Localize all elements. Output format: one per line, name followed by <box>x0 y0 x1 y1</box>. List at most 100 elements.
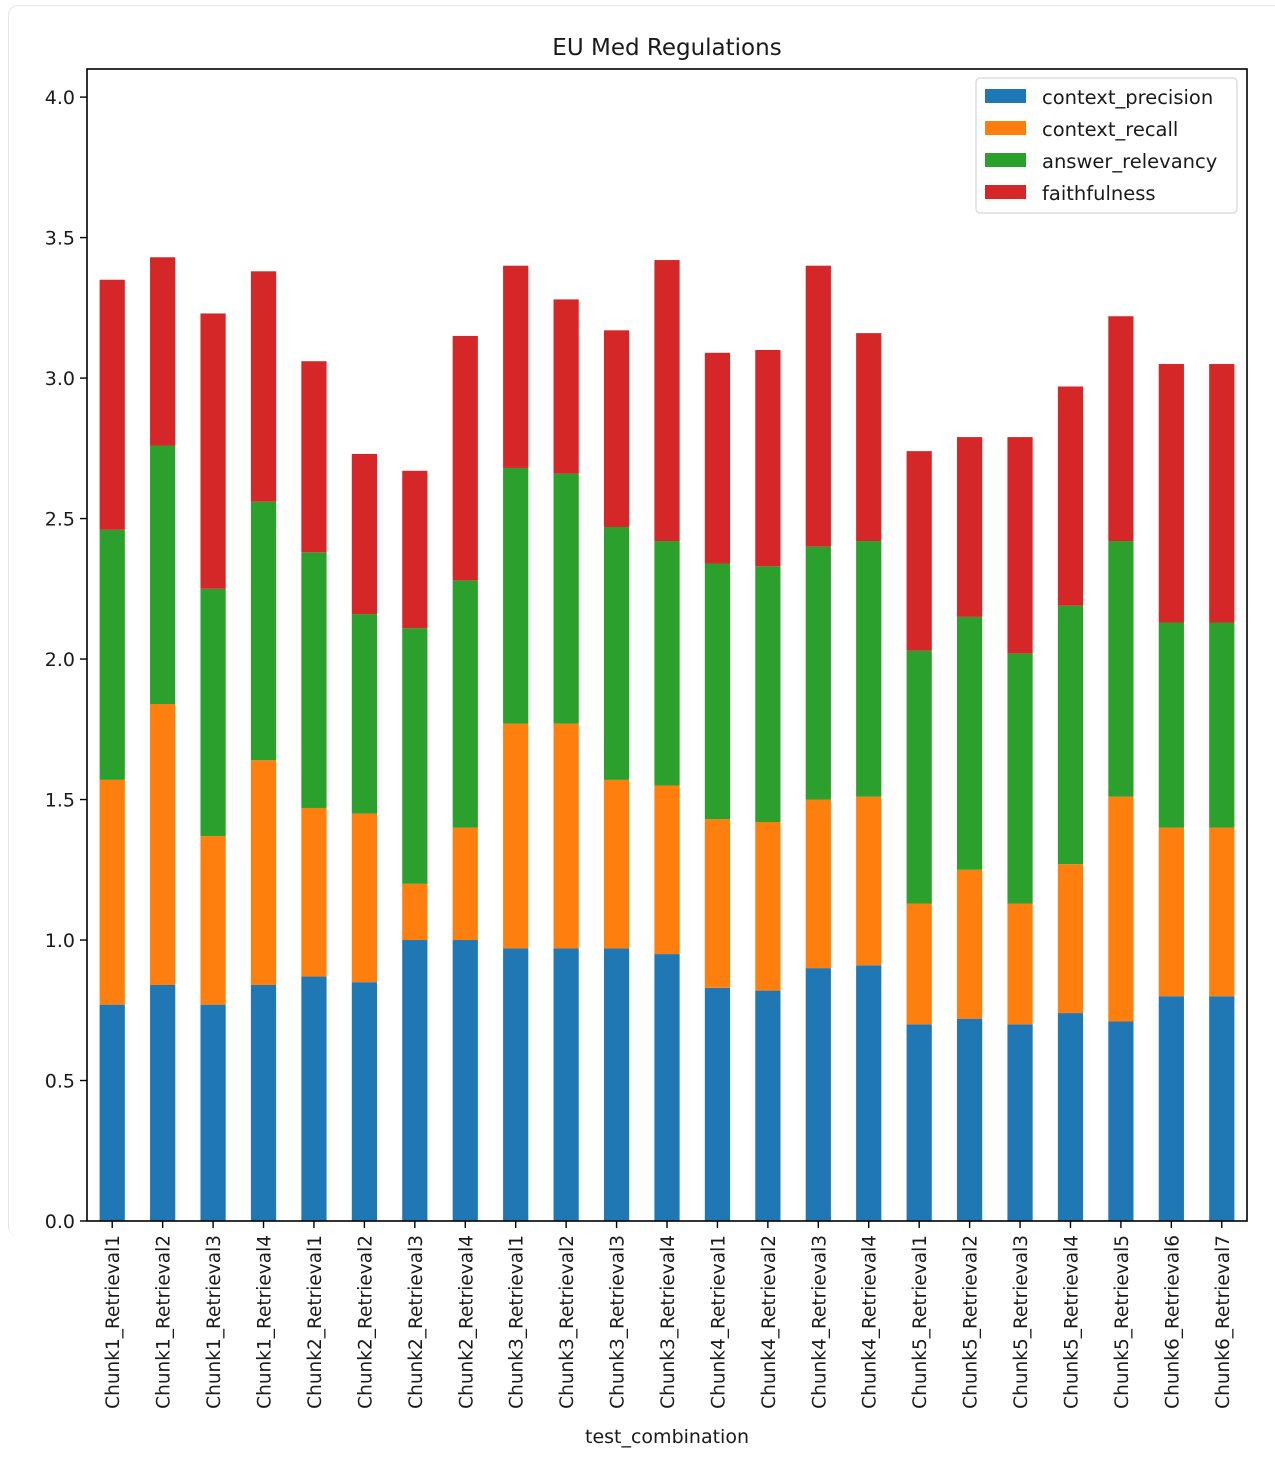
bar-context-recall-chunk1-retrieval3 <box>200 836 226 1005</box>
x-tick-label: Chunk5_Retrieval4 <box>1061 1235 1082 1409</box>
bar-context-recall-chunk2-retrieval1 <box>301 807 327 977</box>
bar-context-recall-chunk3-retrieval3 <box>603 779 630 949</box>
bar-context-precision-chunk3-retrieval2 <box>553 948 579 1221</box>
bar-faithfulness-chunk2-retrieval1 <box>301 361 327 553</box>
bar-context-recall-chunk3-retrieval2 <box>553 723 579 949</box>
x-tick-label: Chunk2_Retrieval3 <box>406 1235 427 1409</box>
bar-faithfulness-chunk2-retrieval3 <box>402 470 428 629</box>
x-tick-label: Chunk4_Retrieval4 <box>860 1235 881 1409</box>
legend-label-faithfulness: faithfulness <box>1042 182 1156 205</box>
y-tick-label: 2.0 <box>45 649 75 671</box>
y-tick-label: 2.5 <box>45 509 75 531</box>
x-tick-label: Chunk1_Retrieval3 <box>204 1235 225 1409</box>
legend-label-context-precision: context_precision <box>1042 86 1213 109</box>
bar-answer-relevancy-chunk5-retrieval5 <box>1108 541 1134 797</box>
plot-frame <box>86 68 1248 1222</box>
x-tick-label: Chunk3_Retrieval1 <box>507 1235 528 1409</box>
bar-faithfulness-chunk1-retrieval3 <box>200 313 226 589</box>
x-tick-label: Chunk2_Retrieval2 <box>355 1235 376 1409</box>
bar-faithfulness-chunk4-retrieval2 <box>755 349 781 567</box>
bar-answer-relevancy-chunk4-retrieval4 <box>856 541 882 797</box>
bar-answer-relevancy-chunk3-retrieval2 <box>553 473 579 724</box>
bar-faithfulness-chunk2-retrieval4 <box>452 335 478 581</box>
bar-answer-relevancy-chunk1-retrieval2 <box>150 445 176 705</box>
x-tick-label: Chunk2_Retrieval4 <box>456 1235 477 1409</box>
bar-context-precision-chunk4-retrieval3 <box>805 968 831 1221</box>
bar-context-precision-chunk3-retrieval1 <box>503 948 529 1221</box>
bar-context-recall-chunk3-retrieval1 <box>503 723 529 949</box>
legend-label-answer-relevancy: answer_relevancy <box>1042 150 1217 173</box>
bar-answer-relevancy-chunk1-retrieval3 <box>200 588 226 837</box>
x-tick-label: Chunk4_Retrieval3 <box>809 1235 830 1409</box>
bar-context-precision-chunk2-retrieval3 <box>402 940 428 1221</box>
x-tick-label: Chunk5_Retrieval3 <box>1011 1235 1032 1409</box>
bar-answer-relevancy-chunk3-retrieval4 <box>654 541 680 786</box>
bar-answer-relevancy-chunk2-retrieval1 <box>301 552 327 808</box>
x-tick-label: Chunk3_Retrieval3 <box>608 1235 629 1409</box>
legend-swatch-answer-relevancy <box>985 153 1026 167</box>
bar-answer-relevancy-chunk6-retrieval6 <box>1158 622 1184 828</box>
x-tick-label: Chunk4_Retrieval1 <box>708 1235 729 1409</box>
bar-context-recall-chunk6-retrieval6 <box>1158 827 1184 997</box>
y-axis: 0.0 0.5 1.0 1.5 2.0 2.5 3.0 3.5 4.0 <box>45 87 87 1233</box>
y-tick-label: 1.5 <box>45 790 75 812</box>
y-tick-label: 4.0 <box>45 87 75 109</box>
bar-faithfulness-chunk5-retrieval4 <box>1057 386 1084 606</box>
bar-context-precision-chunk6-retrieval6 <box>1158 996 1184 1221</box>
bar-faithfulness-chunk3-retrieval3 <box>603 330 630 527</box>
legend: context_precision context_recall answer_re… <box>975 77 1238 214</box>
bar-context-recall-chunk4-retrieval2 <box>755 822 781 991</box>
bar-context-precision-chunk5-retrieval4 <box>1057 1013 1084 1221</box>
legend-box <box>975 77 1238 214</box>
bar-context-precision-chunk2-retrieval4 <box>452 940 478 1221</box>
bar-faithfulness-chunk1-retrieval1 <box>99 279 125 530</box>
x-tick-label: Chunk1_Retrieval4 <box>255 1235 276 1409</box>
bar-faithfulness-chunk5-retrieval2 <box>957 437 983 617</box>
bar-answer-relevancy-chunk5-retrieval1 <box>906 650 932 904</box>
x-axis-label: test_combination <box>585 1426 749 1448</box>
bar-answer-relevancy-chunk5-retrieval2 <box>957 616 983 870</box>
legend-swatch-context-precision <box>985 89 1026 103</box>
y-tick-label: 3.5 <box>45 228 75 250</box>
bar-faithfulness-chunk3-retrieval1 <box>503 265 529 468</box>
bar-context-precision-chunk1-retrieval3 <box>200 1004 226 1221</box>
y-tick-label: 0.0 <box>45 1211 75 1233</box>
bar-answer-relevancy-chunk2-retrieval2 <box>351 614 377 814</box>
bar-context-recall-chunk3-retrieval4 <box>654 785 680 955</box>
bar-context-recall-chunk5-retrieval5 <box>1108 796 1134 1022</box>
bar-answer-relevancy-chunk5-retrieval4 <box>1057 605 1084 865</box>
bar-faithfulness-chunk2-retrieval2 <box>351 453 377 615</box>
bar-faithfulness-chunk4-retrieval3 <box>805 265 831 547</box>
bar-faithfulness-chunk1-retrieval4 <box>250 271 277 502</box>
y-tick-label: 0.5 <box>45 1071 75 1093</box>
x-tick-label: Chunk1_Retrieval2 <box>154 1235 175 1409</box>
bar-faithfulness-chunk5-retrieval1 <box>906 451 932 651</box>
bar-context-precision-chunk5-retrieval3 <box>1007 1024 1033 1221</box>
bar-context-recall-chunk5-retrieval4 <box>1057 864 1084 1014</box>
bar-faithfulness-chunk4-retrieval1 <box>704 352 731 564</box>
x-tick-label: Chunk5_Retrieval2 <box>961 1235 982 1409</box>
bar-answer-relevancy-chunk4-retrieval1 <box>704 563 731 820</box>
bar-context-recall-chunk5-retrieval1 <box>906 903 932 1025</box>
bar-answer-relevancy-chunk3-retrieval3 <box>603 526 630 780</box>
x-tick-label: Chunk2_Retrieval1 <box>305 1235 326 1409</box>
bar-context-precision-chunk4-retrieval4 <box>856 965 882 1221</box>
bar-context-recall-chunk4-retrieval4 <box>856 796 882 966</box>
bar-context-precision-chunk1-retrieval4 <box>250 984 277 1221</box>
x-tick-label: Chunk1_Retrieval1 <box>103 1235 124 1409</box>
y-tick-label: 1.0 <box>45 930 75 952</box>
bar-answer-relevancy-chunk4-retrieval3 <box>805 546 831 800</box>
legend-label-context-recall: context_recall <box>1042 118 1178 141</box>
bar-context-precision-chunk1-retrieval1 <box>99 1004 125 1221</box>
y-tick-label: 3.0 <box>45 368 75 390</box>
bar-context-recall-chunk4-retrieval1 <box>704 819 731 988</box>
bar-faithfulness-chunk3-retrieval2 <box>553 299 579 474</box>
x-tick-label: Chunk4_Retrieval2 <box>759 1235 780 1409</box>
bar-context-precision-chunk1-retrieval2 <box>150 984 176 1221</box>
bar-faithfulness-chunk4-retrieval4 <box>856 333 882 542</box>
bars-layer <box>99 257 1235 1221</box>
bar-answer-relevancy-chunk2-retrieval3 <box>402 628 428 884</box>
x-tick-label: Chunk5_Retrieval1 <box>910 1235 931 1409</box>
bar-context-recall-chunk1-retrieval2 <box>150 704 176 985</box>
bar-context-recall-chunk2-retrieval3 <box>402 883 428 941</box>
